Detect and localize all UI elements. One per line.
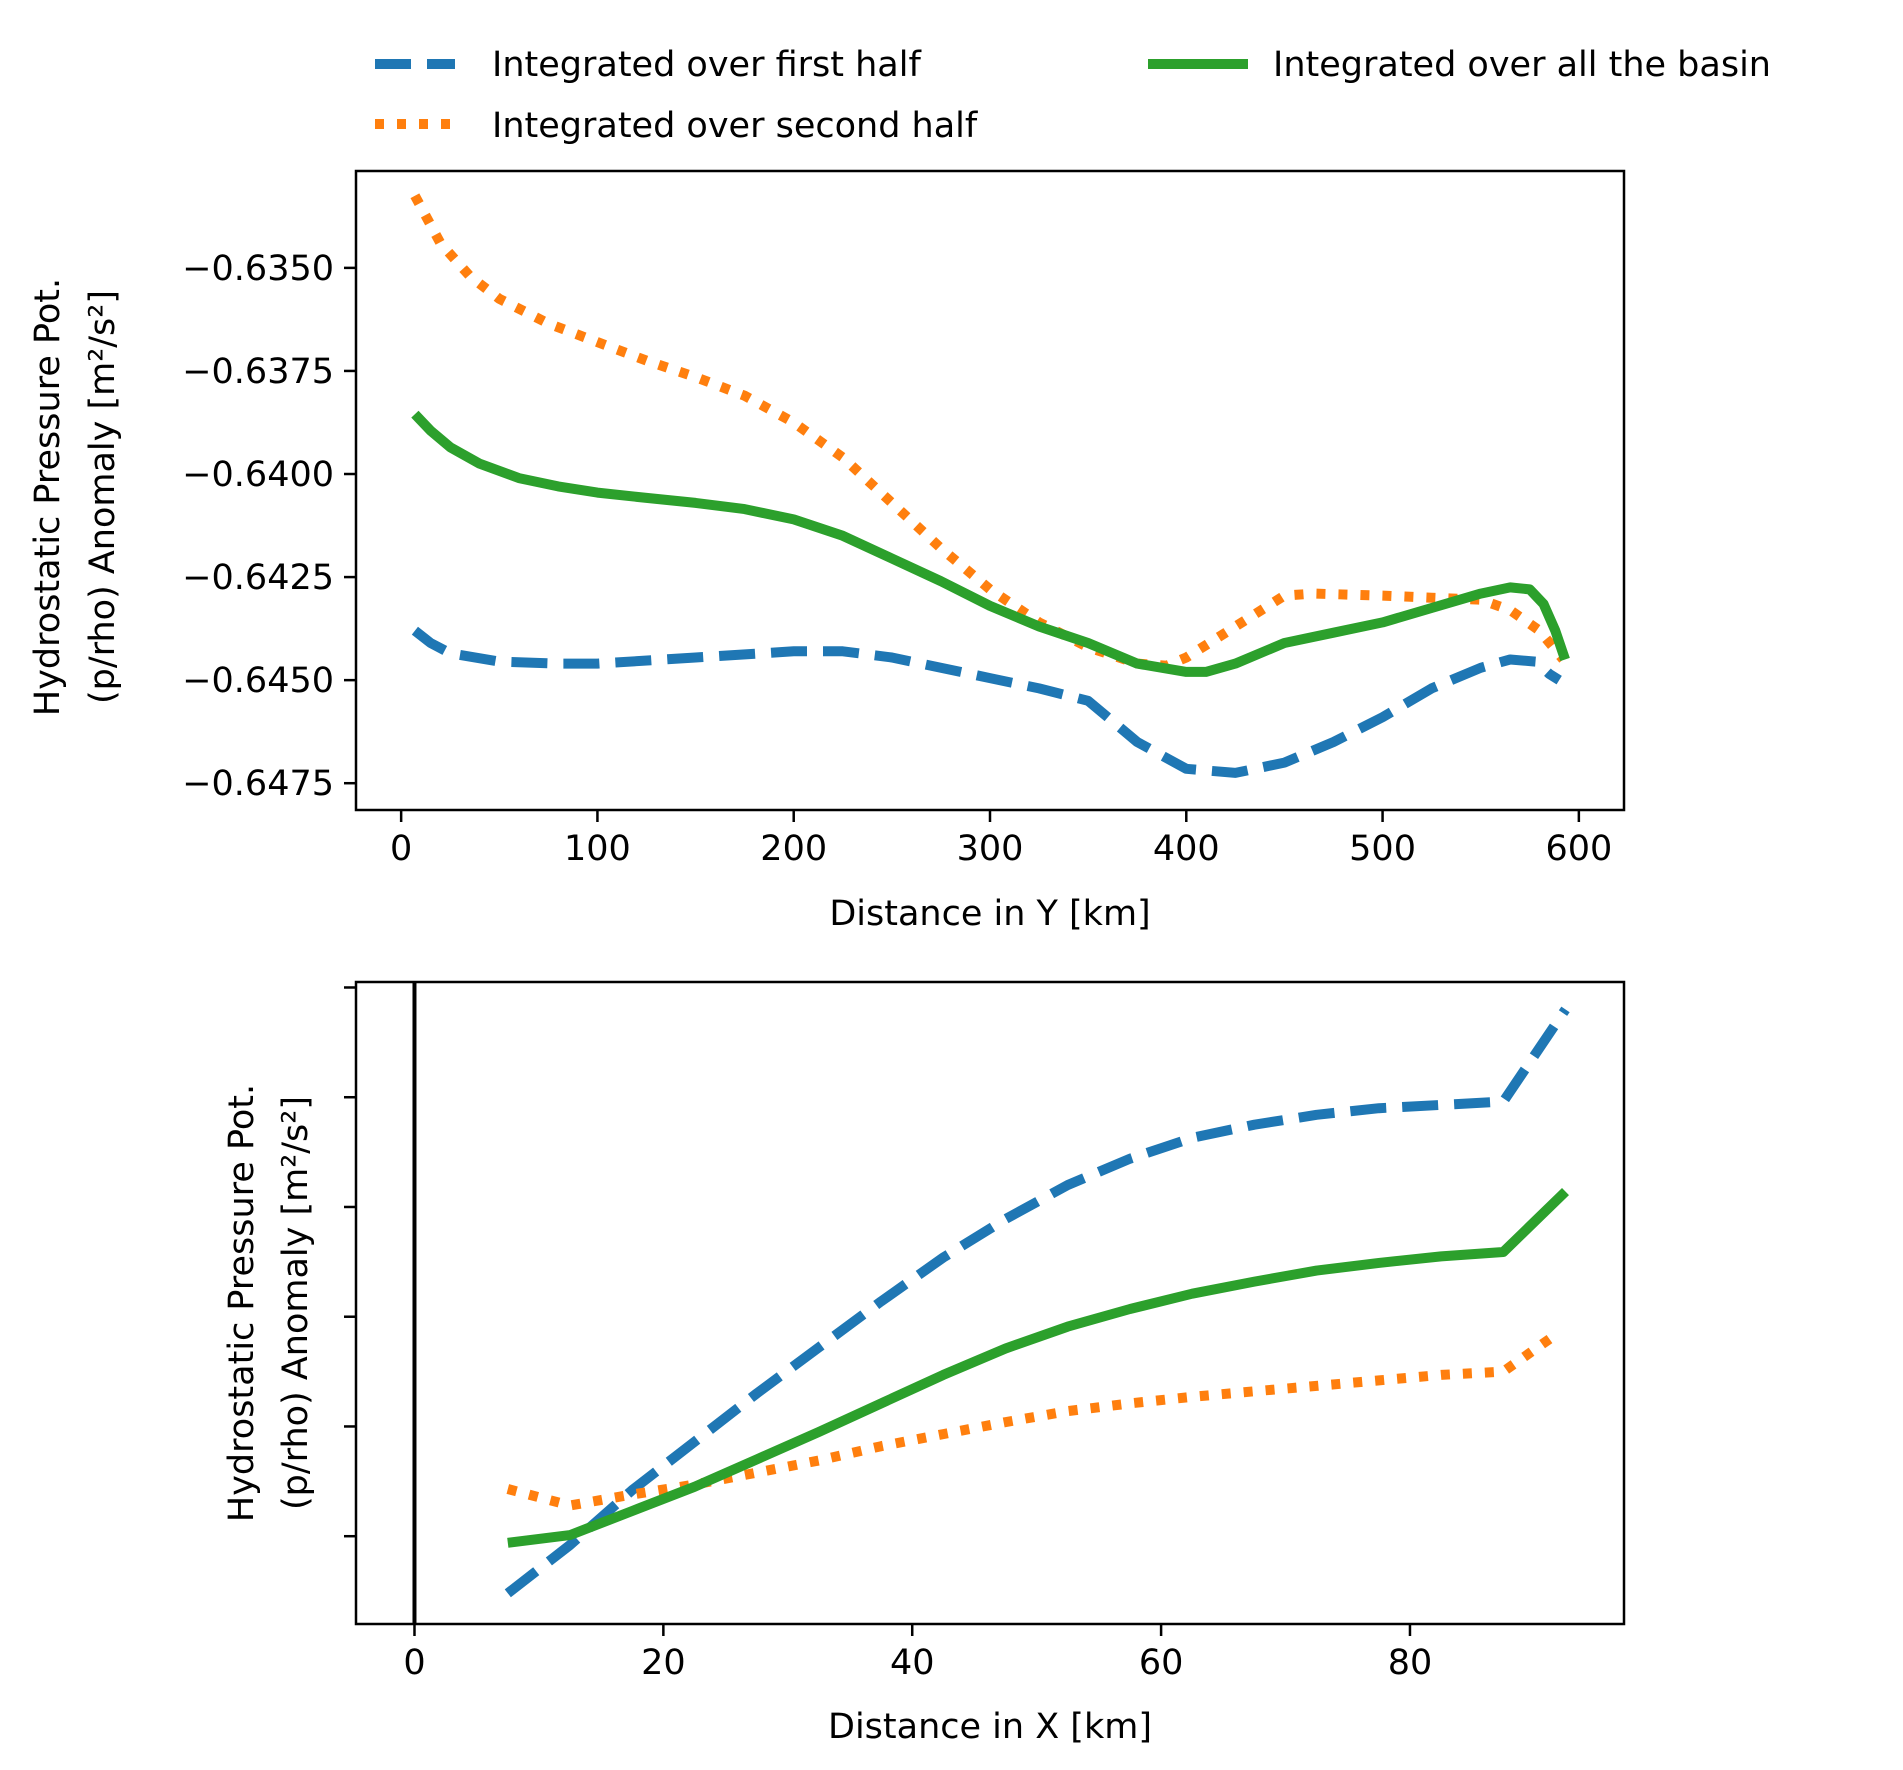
bottom-chart-series-all-basin (507, 1188, 1569, 1548)
bottom-chart-y-ticks (344, 986, 356, 1538)
top-chart-series-first-half (411, 626, 1562, 778)
top-chart-y-tick-label: −0.6475 (182, 764, 334, 804)
bottom-chart-series-first-half (504, 1006, 1570, 1598)
top-chart-y-tick-label: −0.6350 (182, 249, 334, 289)
bottom-chart-x-tick-label: 60 (1139, 1643, 1184, 1683)
top-chart-x-axis-label: Distance in Y [km] (829, 894, 1150, 934)
top-chart-y-tick-label: −0.6425 (182, 558, 334, 598)
top-chart-x-tick-label: 400 (1153, 829, 1220, 869)
bottom-chart-x-tick-label: 20 (641, 1643, 686, 1683)
legend: Integrated over first half Integrated ov… (375, 45, 1771, 146)
top-chart-y-axis-label-line2: (p/rho) Anomaly [m²/s²] (83, 290, 123, 704)
bottom-chart-x-ticks: 0 20 40 60 80 (403, 1624, 1432, 1683)
top-chart-y-tick-label: −0.6400 (182, 455, 334, 495)
top-chart-y-ticks: −0.6350 −0.6375 −0.6400 −0.6425 −0.6450 −0.64… (182, 249, 356, 804)
top-chart-x-tick-label: 500 (1349, 829, 1416, 869)
bottom-chart-y-axis-label-line2: (p/rho) Anomaly [m²/s²] (276, 1096, 316, 1510)
top-chart-x-ticks: 0 100 200 300 400 500 600 (390, 810, 1612, 869)
bottom-chart-x-tick-label: 80 (1388, 1643, 1433, 1683)
top-chart-x-tick-label: 100 (564, 829, 631, 869)
legend-label-second-half: Integrated over second half (492, 106, 978, 146)
legend-label-first-half: Integrated over first half (492, 45, 921, 85)
legend-label-all-basin: Integrated over all the basin (1273, 45, 1771, 85)
bottom-chart-x-tick-label: 40 (890, 1643, 935, 1683)
top-chart-y-axis-label-line1: Hydrostatic Pressure Pot. (28, 278, 68, 716)
bottom-chart-y-axis-label-line1: Hydrostatic Pressure Pot. (222, 1084, 262, 1522)
bottom-chart: 0 20 40 60 80 Distance in X [km] Hydrostatic… (222, 980, 1626, 1747)
top-chart-x-tick-label: 600 (1545, 829, 1612, 869)
top-chart-y-tick-label: −0.6375 (182, 352, 334, 392)
bottom-chart-x-tick-label: 0 (403, 1643, 425, 1683)
top-chart: 0 100 200 300 400 500 600 −0.6350 −0.6375 −0.640… (28, 169, 1626, 934)
bottom-chart-lines (504, 1006, 1570, 1598)
top-chart-x-tick-label: 300 (957, 829, 1024, 869)
top-chart-series-second-half (410, 193, 1568, 671)
top-chart-x-tick-label: 0 (390, 829, 412, 869)
top-chart-y-tick-label: −0.6450 (182, 661, 334, 701)
bottom-chart-frame (354, 980, 1626, 1626)
top-chart-series-all-basin (411, 410, 1570, 677)
top-chart-x-tick-label: 200 (760, 829, 827, 869)
top-chart-lines (410, 193, 1570, 778)
bottom-chart-x-axis-label: Distance in X [km] (828, 1707, 1152, 1747)
